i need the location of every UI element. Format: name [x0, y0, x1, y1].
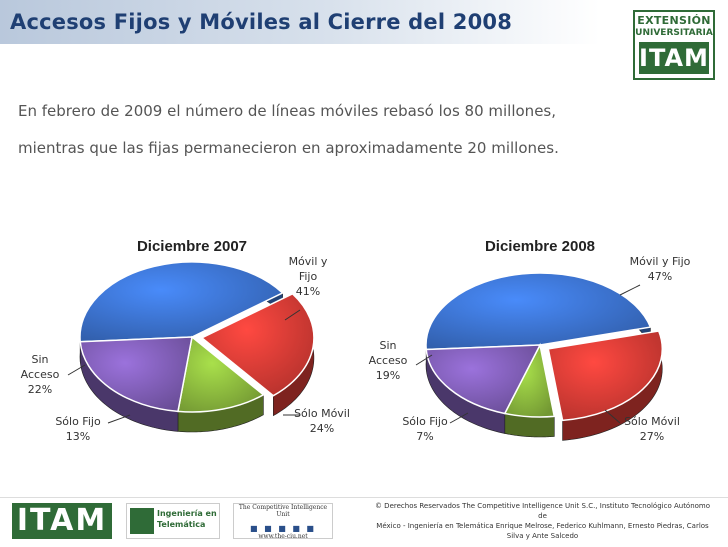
- pie-chart-2: Diciembre 2008 Móvil y Fijo 47% Sólo Móvil 2…: [369, 238, 691, 443]
- ing-line-1: Ingeniería en: [157, 509, 217, 518]
- ciu-logo-mark: ■ ■ ■ ■ ■: [250, 524, 316, 533]
- logo-line-3: ITAM: [639, 42, 709, 74]
- pie-data-label: Sin Acceso 22%: [21, 353, 60, 396]
- copyright-line-3: Silva y Ante Salcedo: [506, 532, 579, 540]
- title-bar: [0, 0, 600, 44]
- intro-line-2: mientras que las fijas permanecieron en …: [18, 139, 559, 157]
- intro-text: En febrero de 2009 el número de líneas m…: [18, 93, 708, 167]
- pie-data-label: Sólo Fijo 7%: [402, 415, 448, 443]
- pie-label-leader: [415, 354, 433, 366]
- page-title: Accesos Fijos y Móviles al Cierre del 20…: [10, 10, 513, 34]
- pie-label-leader: [604, 409, 621, 424]
- pie-title: Diciembre 2008: [485, 238, 595, 255]
- ingenieria-logo-mark: [130, 508, 154, 534]
- ing-line-2: Telemática: [157, 520, 206, 529]
- extension-universitaria-logo: EXTENSIÓN UNIVERSITARIA ITAM: [633, 10, 715, 80]
- pie-data-label: Móvil y Fijo 41%: [289, 255, 328, 298]
- copyright-line-2: México - Ingeniería en Telemática Enriqu…: [376, 522, 709, 530]
- logo-line-1: EXTENSIÓN: [637, 14, 711, 27]
- ingenieria-logo-text: Ingeniería en Telemática: [157, 508, 217, 530]
- footer: [0, 497, 728, 547]
- copyright-line-1: © Derechos Reservados The Competitive In…: [374, 502, 711, 520]
- pie-title: Diciembre 2007: [137, 238, 247, 255]
- itam-logo: ITAM: [12, 503, 112, 539]
- pie-data-label: Sólo Móvil 24%: [294, 407, 350, 435]
- pie-data-label: Sólo Móvil 27%: [624, 415, 680, 443]
- ciu-logo-name: The Competitive Intelligence Unit: [238, 504, 328, 518]
- pie-label-leader: [67, 364, 86, 376]
- pie-slice-sin-acceso: [425, 344, 542, 415]
- intro-line-1: En febrero de 2009 el número de líneas m…: [18, 102, 557, 120]
- pie-slice-s-lo-m-vil: [547, 330, 663, 422]
- ciu-logo-url: www.the-ciu.net: [258, 533, 308, 540]
- logo-line-2: UNIVERSITARIA: [635, 28, 713, 38]
- ingenieria-telematica-logo: Ingeniería en Telemática: [126, 503, 220, 539]
- pie-slice-m-vil-y-fijo: [425, 272, 652, 351]
- copyright-notice: © Derechos Reservados The Competitive In…: [370, 501, 715, 541]
- pie-slice-sin-acceso: [79, 336, 193, 413]
- pie-slice-m-vil-y-fijo: [79, 261, 284, 343]
- ciu-logo: The Competitive Intelligence Unit ■ ■ ■ …: [233, 503, 333, 540]
- pie-slice-s-lo-fijo: [177, 335, 265, 413]
- pie-label-leader: [107, 414, 131, 424]
- pie-charts: Diciembre 2007 Móvil y Fijo 41% Sólo Móvil 24…: [21, 238, 691, 443]
- pie-chart-1: Diciembre 2007 Móvil y Fijo 41% Sólo Móvil 24…: [21, 238, 350, 443]
- pie-data-label: Móvil y Fijo 47%: [630, 255, 691, 283]
- pie-data-label: Sin Acceso 19%: [369, 339, 408, 382]
- pie-label-leader: [284, 309, 301, 321]
- pie-label-leader: [619, 284, 641, 296]
- pie-data-label: Sólo Fijo 13%: [55, 415, 101, 443]
- pie-label-leader: [449, 412, 469, 424]
